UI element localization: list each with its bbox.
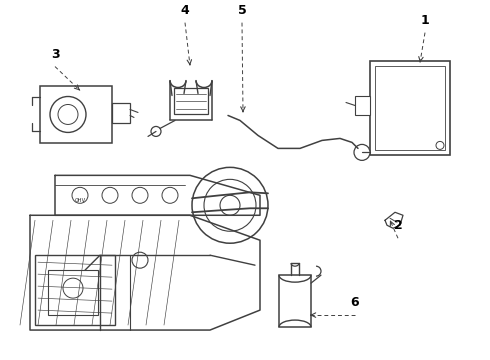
Circle shape bbox=[204, 179, 256, 231]
Text: 6: 6 bbox=[351, 296, 359, 309]
Circle shape bbox=[151, 126, 161, 136]
Bar bbox=[40, 86, 112, 143]
Text: 5: 5 bbox=[238, 4, 246, 17]
Circle shape bbox=[132, 187, 148, 203]
Circle shape bbox=[72, 187, 88, 203]
Bar bbox=[279, 275, 311, 327]
Circle shape bbox=[63, 278, 83, 298]
Circle shape bbox=[102, 187, 118, 203]
Circle shape bbox=[220, 195, 240, 215]
Circle shape bbox=[50, 96, 86, 132]
Bar bbox=[35, 255, 115, 325]
Bar bbox=[112, 103, 130, 123]
Circle shape bbox=[354, 144, 370, 160]
Text: 4: 4 bbox=[181, 4, 189, 17]
Circle shape bbox=[132, 252, 148, 268]
Circle shape bbox=[436, 141, 444, 149]
Bar bbox=[355, 95, 370, 116]
Text: 1: 1 bbox=[420, 14, 429, 27]
Circle shape bbox=[58, 104, 78, 125]
Text: 2: 2 bbox=[393, 219, 402, 232]
Circle shape bbox=[192, 167, 268, 243]
Bar bbox=[375, 66, 445, 150]
Bar bbox=[370, 60, 450, 156]
Text: 3: 3 bbox=[50, 48, 59, 60]
Circle shape bbox=[162, 187, 178, 203]
Bar bbox=[174, 87, 208, 114]
Bar bbox=[48, 270, 98, 315]
Text: OHV: OHV bbox=[75, 198, 86, 203]
